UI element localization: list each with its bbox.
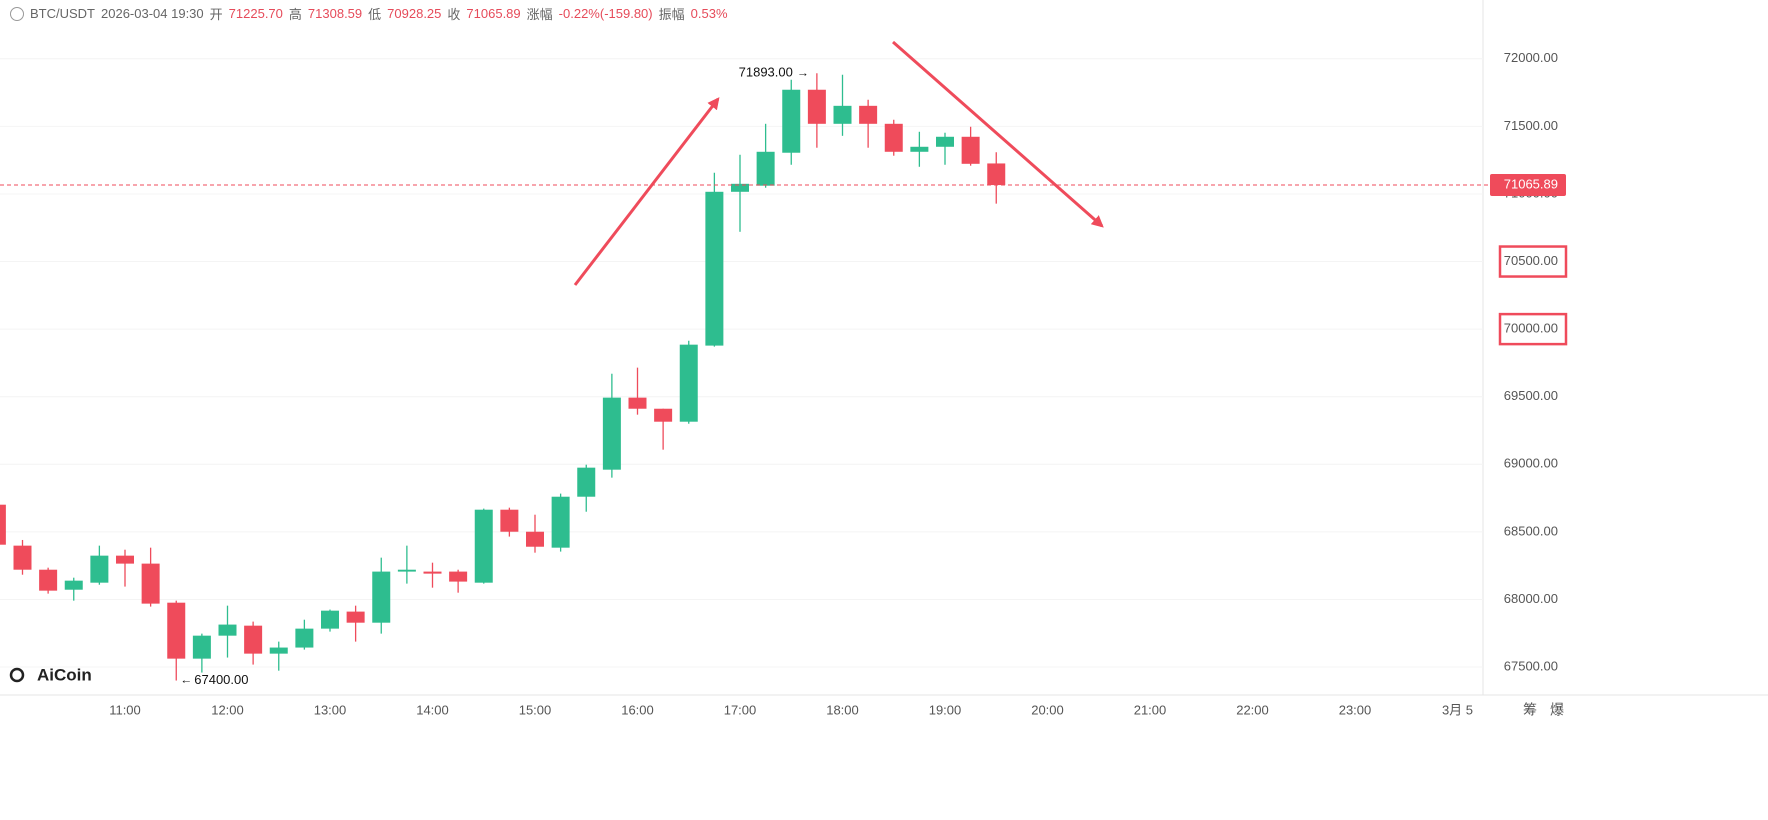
header-label: 涨幅 [526, 7, 553, 22]
candle-body [0, 504, 6, 545]
candle-body [756, 151, 775, 186]
candle-body [39, 569, 58, 591]
x-tick-label: 3月 5 [1442, 702, 1473, 717]
low-label: 67400.00 [194, 672, 248, 687]
candle-body [602, 397, 621, 470]
x-tick-label: 20:00 [1031, 702, 1064, 717]
tick-highlight [1498, 245, 1568, 278]
candle-body [782, 89, 801, 153]
x-tick-label: 12:00 [211, 702, 244, 717]
candle-body [13, 545, 32, 570]
candle-body [64, 580, 83, 590]
header-label: 振幅 [658, 7, 685, 22]
up-arrow [573, 97, 720, 286]
candle-body [551, 496, 570, 548]
candle-body [705, 191, 724, 346]
candle-body [218, 624, 237, 636]
tick-highlight [1498, 312, 1568, 346]
header-label: 高 [288, 7, 302, 22]
candle-body [397, 569, 416, 572]
x-tick-label: 17:00 [724, 702, 757, 717]
logo: AiCoin [9, 665, 92, 684]
header-value: 71065.89 [466, 6, 521, 21]
down-arrow [892, 40, 1104, 228]
candle-body [961, 136, 980, 164]
symbol: BTC/USDT [30, 6, 95, 21]
candle-body [269, 647, 288, 654]
y-tick-label: 69000.00 [1504, 456, 1558, 471]
candle-body [167, 602, 186, 659]
header-value: 71308.59 [307, 6, 363, 21]
candle-body [807, 89, 826, 124]
high-arrow: → [797, 65, 809, 79]
collapse-icon[interactable] [10, 6, 24, 21]
last-price-box [1490, 174, 1566, 197]
header: BTC/USDT 2026-03-04 19:30 开 71225.70 高 7130… [10, 4, 728, 23]
y-tick-label: 71500.00 [1504, 118, 1558, 133]
header-label: 开 [209, 7, 223, 22]
y-tick-label: 70000.00 [1504, 321, 1558, 336]
candle-body [577, 467, 596, 497]
x-tick-label: 13:00 [314, 702, 347, 717]
candle-body [474, 509, 493, 583]
candle-body [833, 105, 852, 124]
candle-body [936, 136, 954, 147]
y-tick-label: 72000.00 [1504, 50, 1558, 65]
candle-body [859, 105, 878, 124]
header-label: 收 [447, 7, 461, 22]
candle-body [244, 625, 263, 654]
y-tick-label: 68000.00 [1504, 591, 1558, 606]
candle-body [910, 146, 929, 152]
x-tick-label: 15:00 [519, 702, 552, 717]
y-tick-label: 69500.00 [1504, 388, 1558, 403]
candle-body [423, 571, 442, 574]
x-tick-label: 16:00 [621, 702, 654, 717]
x-tick-label: 21:00 [1134, 702, 1167, 717]
y-tick-label: 70500.00 [1504, 253, 1558, 268]
low-arrow: ← [180, 673, 192, 687]
candle-body [116, 555, 134, 564]
candle-body [654, 408, 673, 422]
header-value: 0.53% [690, 6, 728, 21]
x-tick-label: 11:00 [109, 702, 141, 717]
x-tick-label: 22:00 [1236, 702, 1269, 717]
candle-body [372, 571, 391, 623]
candle-body [295, 628, 314, 648]
candle-body [884, 123, 903, 152]
logo-text: AiCoin [37, 665, 92, 684]
y-tick-label: 67500.00 [1504, 658, 1558, 673]
header-value: 70928.25 [387, 6, 442, 21]
candle-body [90, 555, 109, 583]
candle-body [500, 509, 519, 532]
candle-body [141, 563, 160, 604]
candle-body [679, 344, 698, 422]
last-price-label: 71065.89 [1504, 176, 1558, 191]
candle-body [628, 397, 647, 409]
header-label: 低 [368, 7, 382, 22]
time: 2026-03-04 19:30 [101, 6, 204, 21]
candle-body [346, 611, 365, 623]
candle-body [731, 183, 749, 192]
candle-body [987, 163, 1006, 186]
high-label: 71893.00 [739, 65, 793, 80]
candle-body [449, 571, 468, 582]
x-tick-label: 19:00 [929, 702, 962, 717]
candle-body [526, 531, 544, 547]
candle-body [321, 610, 339, 629]
y-tick-label: 68500.00 [1504, 523, 1558, 538]
x-tick-label: 14:00 [416, 702, 449, 717]
x-tick-label: 23:00 [1339, 702, 1372, 717]
header-value: 71225.70 [228, 6, 283, 21]
x-tick-label: 18:00 [826, 702, 859, 717]
side-label[interactable]: 筹 [1523, 702, 1537, 718]
header-value: -0.22%(-159.80) [558, 6, 653, 21]
side-label[interactable]: 爆 [1550, 702, 1564, 718]
candle-body [192, 635, 211, 659]
logo-icon [9, 667, 25, 683]
